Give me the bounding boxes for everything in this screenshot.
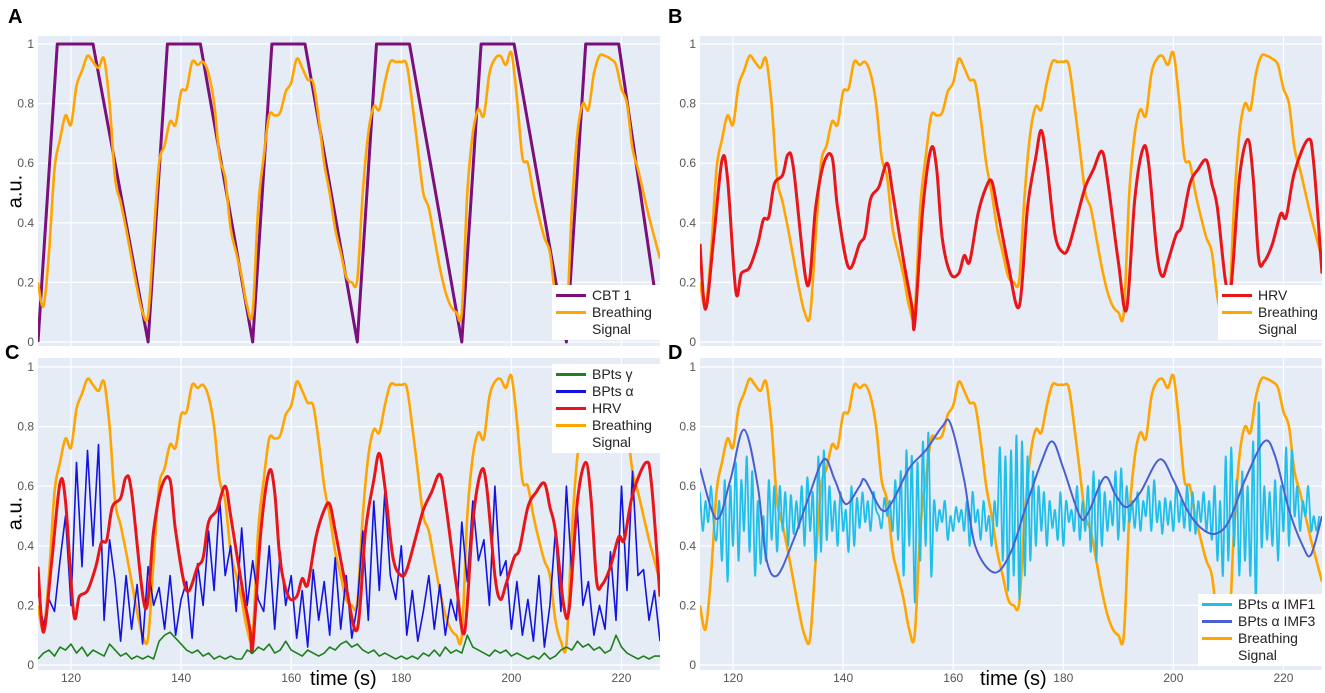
x-tick-label: 200: [501, 671, 521, 685]
legend-item-breathing[interactable]: Breathing Signal: [556, 417, 662, 451]
y-tick-label: 0.2: [17, 275, 34, 289]
legend-item-breathing[interactable]: Breathing Signal: [1202, 630, 1324, 664]
series-line-hrv: [700, 128, 1322, 332]
legend-swatch: [556, 407, 586, 410]
legend-label: Breathing Signal: [592, 304, 652, 337]
legend-label: BPts γ: [592, 366, 633, 382]
y-tick-label: 0.4: [679, 539, 696, 553]
panel-label-d: D: [668, 342, 683, 364]
legend-label: BPts α IMF1: [1238, 596, 1316, 612]
legend-item-breathing[interactable]: Breathing Signal: [1222, 304, 1325, 338]
x-tick-label: 160: [943, 671, 963, 685]
y-tick-label: 0: [689, 335, 696, 349]
panel-d: 120 140 160 180 200 220 0 0.2 0.4 0.6 0.8 1: [679, 358, 1322, 685]
x-tick-label: 200: [1163, 671, 1183, 685]
x-tick-label: 120: [723, 671, 743, 685]
x-tick-label: 140: [171, 671, 191, 685]
legend-swatch: [1222, 311, 1252, 314]
x-axis-label-c: time (s): [310, 668, 377, 690]
legend-label: HRV: [1258, 287, 1288, 303]
legend-label: Breathing Signal: [592, 417, 652, 450]
panel-label-a: A: [8, 6, 23, 28]
y-tick-label: 1: [27, 360, 34, 374]
series-line-imf3: [700, 418, 1322, 578]
legend-a: CBT 1 Breathing Signal: [552, 285, 666, 340]
legend-swatch: [556, 424, 586, 427]
legend-swatch: [1202, 603, 1232, 606]
legend-label: CBT 1: [592, 287, 632, 303]
x-tick-label: 180: [391, 671, 411, 685]
legend-b: HRV Breathing Signal: [1218, 285, 1325, 340]
legend-item-cbt1[interactable]: CBT 1: [556, 287, 662, 304]
x-tick-label: 220: [1273, 671, 1293, 685]
legend-item-imf3[interactable]: BPts α IMF3: [1202, 613, 1324, 630]
legend-label: HRV: [592, 400, 622, 416]
y-tick-label: 0.8: [17, 420, 34, 434]
y-tick-label: 0.2: [679, 275, 696, 289]
x-axis-label-d: time (s): [980, 668, 1047, 690]
x-tick-label: 120: [61, 671, 81, 685]
y-tick-label: 0: [689, 658, 696, 672]
y-tick-label: 0.4: [17, 216, 34, 230]
y-tick-label: 1: [27, 37, 34, 51]
x-tick-label: 160: [281, 671, 301, 685]
legend-swatch: [1202, 637, 1232, 640]
legend-swatch: [556, 294, 586, 297]
legend-label: BPts α IMF3: [1238, 613, 1316, 629]
y-tick-label: 0.8: [17, 97, 34, 111]
legend-swatch: [556, 390, 586, 393]
legend-swatch: [1202, 620, 1232, 623]
legend-item-breathing[interactable]: Breathing Signal: [556, 304, 662, 338]
legend-swatch: [556, 311, 586, 314]
legend-item-bpts_alpha[interactable]: BPts α: [556, 383, 662, 400]
y-tick-label: 0.6: [679, 479, 696, 493]
y-axis-label-a: a.u.: [4, 174, 27, 209]
legend-item-bpts_gamma[interactable]: BPts γ: [556, 366, 662, 383]
series-line-imf1: [700, 401, 1321, 607]
panel-label-c: C: [5, 342, 20, 364]
x-tick-label: 180: [1053, 671, 1073, 685]
legend-item-hrv[interactable]: HRV: [556, 400, 662, 417]
y-tick-label: 0.4: [679, 216, 696, 230]
legend-c: BPts γ BPts α HRV Breathing Signal: [552, 364, 666, 453]
y-tick-label: 0.8: [679, 420, 696, 434]
legend-item-hrv[interactable]: HRV: [1222, 287, 1325, 304]
y-tick-label: 0.6: [679, 156, 696, 170]
legend-label: Breathing Signal: [1258, 304, 1318, 337]
y-tick-label: 1: [689, 37, 696, 51]
y-tick-label: 0.8: [679, 97, 696, 111]
y-tick-label: 0: [27, 658, 34, 672]
legend-swatch: [556, 373, 586, 376]
y-tick-label: 0.2: [17, 598, 34, 612]
series-line-bpts_gamma: [38, 631, 660, 660]
legend-item-imf1[interactable]: BPts α IMF1: [1202, 596, 1324, 613]
panel-label-b: B: [668, 6, 683, 28]
series-line-cbt1: [38, 42, 660, 344]
y-tick-label: 1: [689, 360, 696, 374]
panel-a: 0 0.2 0.4 0.6 0.8 1: [17, 36, 660, 349]
y-axis-label-c: a.u.: [4, 496, 27, 531]
y-tick-label: 0.4: [17, 539, 34, 553]
legend-label: Breathing Signal: [1238, 630, 1298, 663]
legend-swatch: [1222, 294, 1252, 297]
y-tick-label: 0.6: [17, 479, 34, 493]
legend-d: BPts α IMF1 BPts α IMF3 Breathing Signal: [1198, 594, 1325, 666]
series-line-hrv: [38, 451, 660, 655]
x-tick-label: 140: [833, 671, 853, 685]
legend-label: BPts α: [592, 383, 634, 399]
y-tick-label: 0.2: [679, 598, 696, 612]
x-tick-label: 220: [611, 671, 631, 685]
y-tick-label: 0.6: [17, 156, 34, 170]
y-tick-label: 0: [27, 335, 34, 349]
